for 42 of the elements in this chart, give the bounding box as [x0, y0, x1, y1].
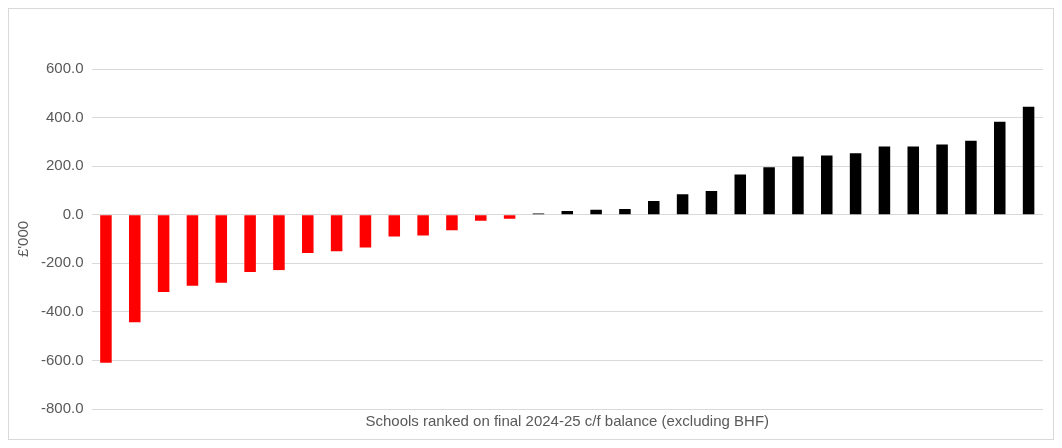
bar — [619, 208, 631, 215]
bar — [820, 155, 833, 215]
bar — [878, 146, 891, 215]
bar — [157, 215, 170, 292]
bar — [763, 167, 775, 215]
bar — [302, 215, 314, 254]
bar — [100, 215, 112, 363]
bar — [734, 174, 747, 215]
bar — [1022, 106, 1035, 215]
bar — [590, 209, 602, 215]
bar — [907, 146, 920, 215]
bar — [561, 211, 574, 215]
y-tick-label: 400.0 — [45, 107, 84, 125]
bar — [273, 215, 285, 271]
bar — [244, 215, 256, 273]
bar — [417, 215, 429, 236]
bar — [792, 156, 804, 215]
bar — [993, 121, 1006, 215]
bar — [503, 215, 516, 219]
y-tick-label: 200.0 — [45, 156, 84, 174]
bar — [849, 153, 862, 215]
bar — [705, 190, 718, 215]
bar — [215, 215, 228, 283]
y-tick-label: -400.0 — [40, 302, 84, 319]
y-tick-label: 600.0 — [45, 59, 84, 77]
bar — [186, 215, 199, 286]
bar — [936, 144, 948, 215]
bar — [648, 201, 660, 215]
bar — [388, 215, 401, 237]
bar — [446, 215, 458, 231]
bar — [475, 215, 487, 221]
bar — [676, 194, 689, 215]
bar — [129, 215, 141, 323]
y-tick-label: -600.0 — [40, 350, 84, 368]
y-tick-label: 0.0 — [62, 204, 84, 222]
bar — [330, 215, 343, 252]
y-tick-label: -800.0 — [40, 399, 84, 417]
bar — [359, 215, 372, 248]
bar — [965, 140, 977, 215]
y-tick-label: -200.0 — [40, 253, 84, 271]
y-axis-title: £'000 — [14, 220, 32, 258]
x-axis-title: Schools ranked on final 2024-25 c/f balance (excluding BHF) — [365, 412, 770, 430]
